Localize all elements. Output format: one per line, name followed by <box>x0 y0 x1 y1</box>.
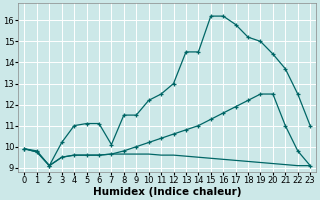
X-axis label: Humidex (Indice chaleur): Humidex (Indice chaleur) <box>93 187 242 197</box>
